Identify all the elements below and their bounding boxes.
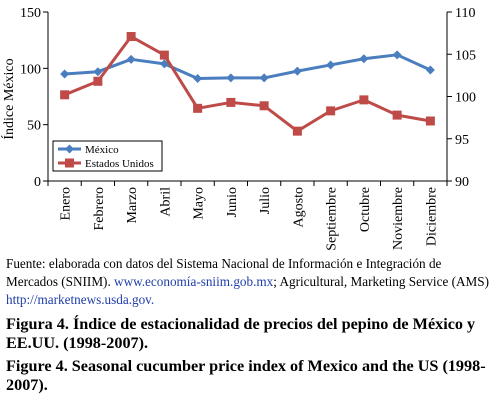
data-point-square [326, 106, 336, 116]
y-right-tick-label: 100 [455, 91, 476, 106]
data-point-diamond [60, 69, 70, 79]
data-point-square [392, 110, 402, 120]
data-point-diamond [425, 65, 435, 75]
x-tick-label: Mayo [192, 187, 207, 220]
figure-caption-english: Figure 4. Seasonal cucumber price index … [6, 357, 492, 395]
y-right-tick-label: 110 [455, 6, 475, 21]
x-tick-label: Abril [158, 187, 173, 217]
chart-series [60, 32, 435, 136]
data-point-square [126, 32, 136, 42]
legend-label: Estados Unidos [85, 158, 154, 170]
x-tick-label: Junio [225, 187, 240, 217]
x-tick-label: Agosto [291, 187, 306, 227]
data-point-square [60, 90, 70, 100]
data-point-diamond [259, 73, 269, 83]
series-line [64, 35, 431, 133]
y-axis-label: Índice México [0, 58, 17, 139]
source-link-usda[interactable]: http://marketnews.usda.gov. [6, 292, 155, 307]
data-point-square [359, 95, 369, 105]
x-tick-label: Enero [59, 187, 74, 220]
data-point-diamond [326, 60, 336, 70]
x-tick-label: Julio [258, 187, 273, 214]
figure-caption-spanish: Figura 4. Índice de estacionalidad de pr… [6, 315, 492, 353]
figure-title-es: Índice de estacionalidad de precios del … [6, 315, 476, 352]
chart-legend: México Estados Unidos [52, 140, 163, 172]
data-point-diamond [359, 54, 369, 64]
data-point-square [259, 101, 269, 111]
data-point-diamond [292, 66, 302, 76]
x-tick-label: Marzo [125, 187, 140, 224]
series-estados-unidos [60, 32, 435, 136]
data-point-diamond [93, 67, 103, 77]
x-tick-label: Noviembre [391, 187, 406, 250]
figure-number-es: Figura 4. [6, 315, 69, 333]
legend-label: México [85, 144, 119, 156]
data-point-diamond [126, 54, 136, 64]
data-point-square [292, 126, 302, 136]
data-point-diamond [392, 50, 402, 60]
figure-title-en: Seasonal cucumber price index of Mexico … [6, 357, 486, 394]
data-point-diamond [159, 59, 169, 69]
data-point-square [93, 76, 103, 86]
data-point-diamond [193, 73, 203, 83]
x-tick-label: Diciembre [424, 187, 439, 246]
data-point-square [425, 116, 435, 126]
y-left-tick-label: 150 [20, 6, 41, 21]
series-mexico [60, 50, 435, 83]
source-link-sniim[interactable]: www.economía-sniim.gob.mx [114, 274, 274, 289]
x-tick-label: Septiembre [325, 187, 340, 251]
series-line [64, 53, 431, 80]
data-point-diamond [65, 144, 74, 154]
source-note: Fuente: elaborada con datos del Sistema … [6, 255, 492, 309]
y-left-tick-label: 0 [34, 175, 41, 190]
data-point-diamond [226, 73, 236, 83]
source-text-2: ; Agricultural, Marketing Service (AMS) [273, 274, 489, 289]
x-tick-label: Octubre [358, 187, 373, 232]
source-text: Fuente: elaborada con datos del Sistema … [6, 256, 442, 289]
data-point-square [226, 97, 236, 107]
y-right-tick-label: 95 [455, 133, 469, 148]
data-point-square [65, 158, 74, 168]
chart-ticks: 0 50 100 150 90 95 100 105 110 Enero Febrero Marzo A… [20, 6, 476, 251]
y-left-tick-label: 50 [27, 119, 41, 134]
y-right-tick-label: 90 [455, 175, 469, 190]
data-point-square [159, 50, 169, 60]
y-left-tick-label: 100 [20, 62, 41, 77]
x-tick-label: Febrero [92, 187, 107, 231]
figure-number-en: Figure 4. [6, 357, 68, 375]
chart: Índice México 0 50 100 150 90 95 100 105 110 Ener… [0, 6, 476, 251]
data-point-square [193, 103, 203, 113]
y-right-tick-label: 105 [455, 48, 476, 63]
